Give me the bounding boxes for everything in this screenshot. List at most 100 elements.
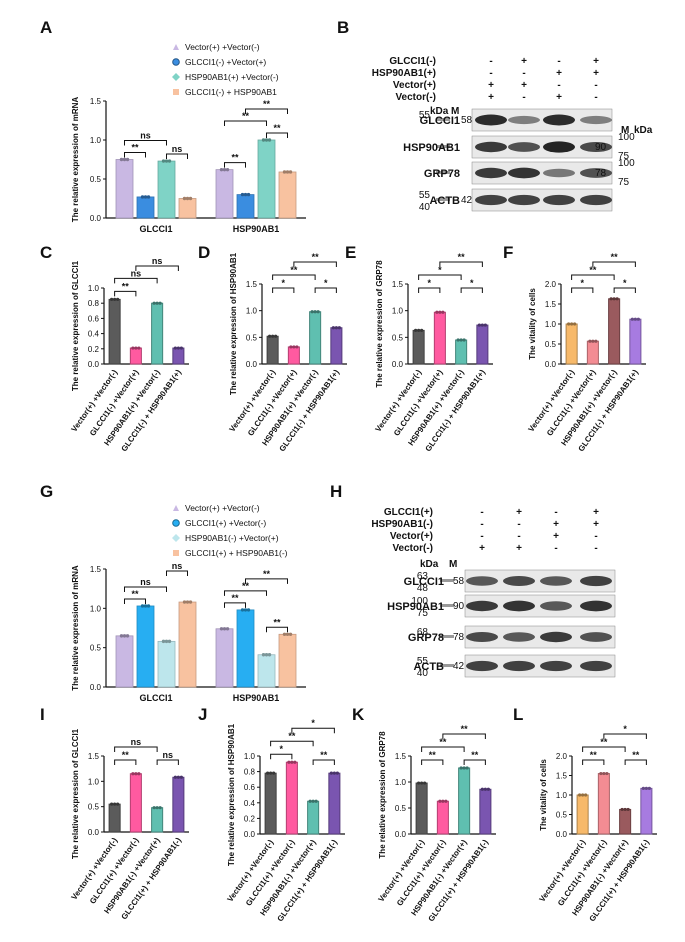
- significance-label: **: [429, 750, 437, 760]
- bar: [136, 196, 155, 219]
- bar-panel-e: E The relative expression of GRP78 0.0 0.5 1…: [345, 243, 493, 453]
- data-point: [271, 334, 275, 338]
- blot-band: [580, 575, 612, 587]
- data-point: [268, 334, 272, 338]
- data-point: [261, 653, 266, 657]
- y-tick-label: 0.5: [88, 803, 100, 812]
- bar: [157, 640, 176, 688]
- significance-bracket: [418, 287, 441, 293]
- significance-bracket: [571, 274, 615, 280]
- panel-label: D: [198, 243, 210, 262]
- significance-label: *: [623, 724, 627, 734]
- data-point: [423, 781, 427, 785]
- data-point: [119, 634, 124, 638]
- data-point: [295, 345, 299, 349]
- condition-sign: -: [480, 519, 483, 530]
- data-point: [167, 639, 172, 644]
- significance-bracket: [272, 274, 316, 280]
- y-tick-label: 1.5: [246, 280, 258, 289]
- mw-inner: 42: [453, 661, 465, 672]
- significance-label: **: [273, 123, 281, 133]
- blot-band: [540, 631, 572, 643]
- ladder-band: [440, 604, 454, 607]
- condition-sign: -: [517, 531, 520, 542]
- data-point: [182, 600, 187, 604]
- data-point: [483, 323, 487, 327]
- y-tick-label: 0.8: [244, 768, 256, 777]
- data-point: [267, 653, 272, 657]
- y-axis-label: The relative expression of HSP90AB1: [229, 252, 238, 395]
- bar: [412, 329, 425, 365]
- data-point: [282, 170, 287, 174]
- data-point: [480, 787, 484, 791]
- bar: [476, 324, 489, 365]
- data-point: [122, 634, 127, 638]
- data-point: [462, 338, 466, 342]
- significance-label: **: [471, 750, 479, 760]
- bar: [136, 605, 155, 688]
- bar: [236, 609, 255, 688]
- significance-label: ns: [162, 750, 173, 760]
- mw-marker-right: 100: [618, 158, 635, 169]
- blot-band: [540, 601, 572, 611]
- data-point: [122, 157, 127, 162]
- y-axis-label: The relative expression of mRNA: [71, 97, 80, 223]
- data-point: [633, 317, 637, 321]
- bar: [619, 808, 632, 835]
- data-point: [288, 170, 293, 174]
- data-point: [477, 323, 481, 327]
- bar: [307, 800, 320, 835]
- bar: [597, 773, 610, 835]
- protein-label: GLCCI1: [404, 576, 444, 588]
- data-point: [274, 334, 278, 338]
- bar: [479, 788, 492, 835]
- condition-sign: +: [488, 92, 494, 103]
- condition-sign: -: [554, 543, 557, 554]
- mw-marker: 48: [417, 583, 429, 594]
- panel-label: K: [352, 705, 365, 724]
- data-point: [143, 604, 148, 608]
- bar: [264, 772, 277, 835]
- data-point: [420, 328, 424, 332]
- data-point: [219, 167, 224, 172]
- significance-bracket: [114, 290, 137, 297]
- significance-label: **: [611, 252, 619, 262]
- significance-label: *: [281, 278, 285, 288]
- condition-sign: -: [594, 92, 597, 103]
- data-point: [615, 297, 619, 301]
- blot-band: [503, 632, 535, 642]
- y-tick-label: 0.0: [244, 830, 256, 839]
- bar: [215, 628, 234, 688]
- data-point: [225, 627, 230, 631]
- y-tick-label: 1.5: [90, 565, 102, 574]
- blot-band: [580, 168, 612, 178]
- panel-label: A: [40, 18, 52, 37]
- data-point: [243, 192, 248, 197]
- condition-sign: -: [594, 531, 597, 542]
- y-tick-label: 1.5: [392, 280, 404, 289]
- data-point: [164, 639, 169, 644]
- significance-bracket: [571, 287, 594, 293]
- significance-bracket: [460, 287, 483, 293]
- significance-bracket: [114, 277, 158, 284]
- significance-label: **: [288, 731, 296, 741]
- kda-label: kDa: [430, 106, 449, 117]
- data-point: [264, 653, 269, 657]
- data-point: [269, 771, 273, 775]
- condition-sign: -: [522, 92, 525, 103]
- data-point: [334, 326, 338, 330]
- condition-label: HSP90AB1(+): [372, 68, 436, 79]
- data-point: [465, 766, 469, 770]
- condition-sign: +: [593, 507, 599, 518]
- data-point: [167, 159, 172, 163]
- data-point: [612, 297, 616, 301]
- data-point: [179, 346, 183, 350]
- data-point: [173, 346, 177, 350]
- panel-label: I: [40, 705, 45, 724]
- blot-band: [503, 660, 535, 672]
- condition-sign: +: [593, 519, 599, 530]
- blot-band: [543, 141, 575, 153]
- y-tick-label: 0.5: [90, 644, 102, 653]
- significance-label: **: [632, 750, 640, 760]
